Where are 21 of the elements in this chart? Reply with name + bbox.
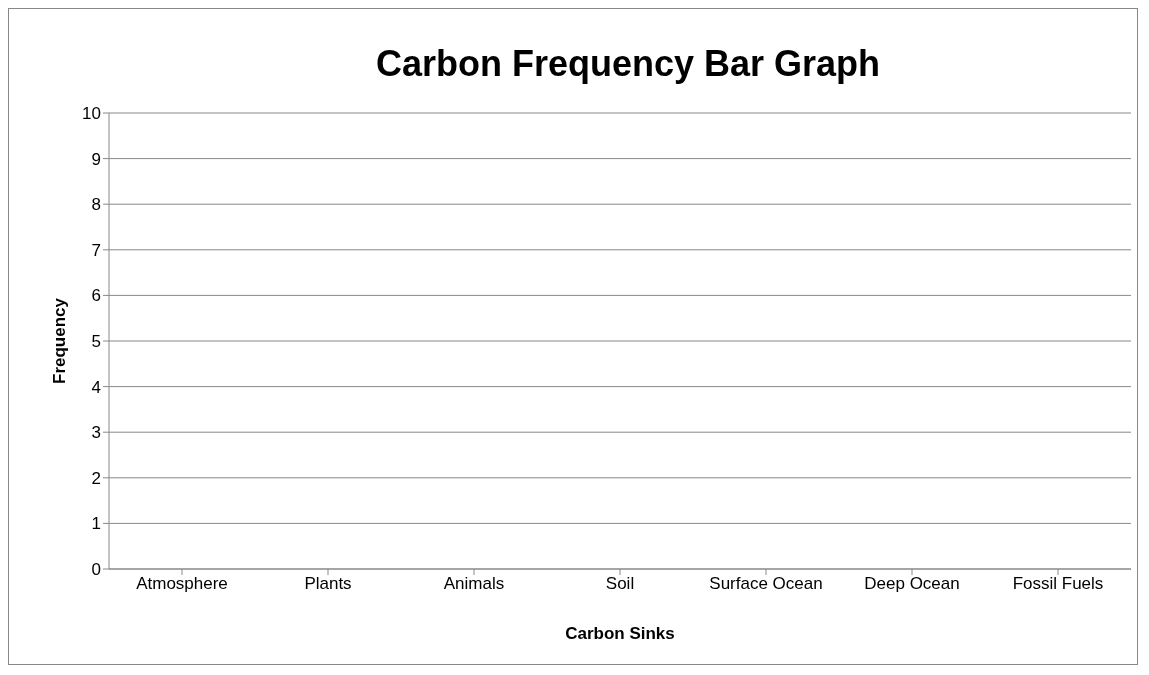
x-tick-label: Plants [304,574,352,594]
y-tick-label: 0 [91,560,101,580]
y-tick-label: 9 [91,149,101,169]
x-axis-title: Carbon Sinks [565,624,675,643]
y-tick-label: 6 [91,286,101,306]
x-tick-label: Animals [443,574,505,594]
y-tick-label: 8 [91,195,101,215]
x-tick-label: Fossil Fuels [1012,574,1104,594]
chart-title: Carbon Frequency Bar Graph [374,42,882,86]
y-tick-label: 3 [91,423,101,443]
y-tick-label: 5 [91,332,101,352]
x-tick-label: Soil [605,574,635,594]
x-tick-label: Atmosphere [136,574,228,594]
y-tick-label: 2 [91,468,101,488]
y-tick-label: 1 [91,514,101,534]
y-tick-label: 4 [91,377,101,397]
y-axis-title: Frequency [50,297,70,384]
x-tick-label: Deep Ocean [864,574,960,594]
y-tick-label: 7 [91,240,101,260]
x-tick-label: Surface Ocean [709,574,823,594]
y-tick-label: 10 [82,104,101,124]
